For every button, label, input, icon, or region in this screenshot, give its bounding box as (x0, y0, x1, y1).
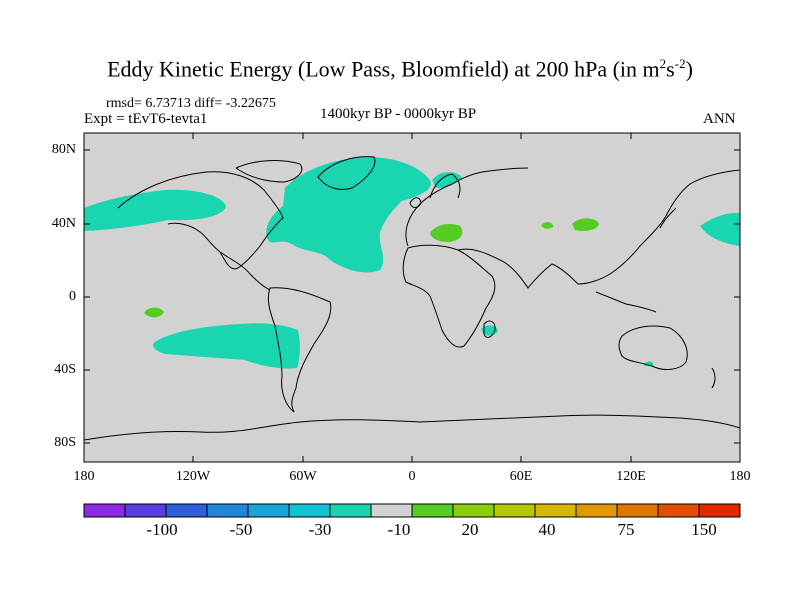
lat-label-80n: 80N (51, 142, 76, 157)
chart-title: Eddy Kinetic Energy (Low Pass, Bloomfiel… (107, 56, 693, 82)
colorbar-label: 150 (691, 520, 717, 539)
tibet-anomaly (572, 218, 599, 231)
europe-coast (405, 167, 529, 247)
lon-ticks (83, 133, 741, 462)
asia-coast (457, 169, 741, 289)
negative-anomaly-regions (84, 157, 740, 369)
madagascar-coast (483, 320, 496, 338)
colorbar-label: -30 (308, 520, 332, 539)
positive-anomaly-regions (144, 218, 599, 318)
canadian-arctic-coast (235, 160, 303, 183)
lat-label-40n: 40N (51, 216, 76, 231)
lat-ticks (84, 149, 740, 444)
lon-label-120w: 120W (175, 469, 211, 484)
lon-label-60w: 60W (289, 469, 317, 484)
colorbar-label: 75 (617, 520, 635, 539)
colorbar-swatch (247, 503, 290, 518)
tropical-pacific-anomaly (144, 307, 164, 318)
west-north-pacific-anomaly (700, 212, 740, 246)
lon-label-60e: 60E (509, 469, 533, 484)
australia-coast (618, 325, 688, 370)
colorbar-swatch (370, 503, 413, 518)
japan-coast (659, 207, 677, 229)
antarctica-coast (83, 414, 741, 441)
southeast-asia-islands (595, 291, 657, 313)
colorbar-swatch (616, 503, 659, 518)
north-america-coast (117, 171, 284, 270)
lon-label-180w: 180 (73, 469, 95, 484)
british-isles-coast (409, 197, 422, 208)
central-america-coast (219, 251, 271, 291)
experiment-label: Expt = tEvT6-tevta1 (84, 111, 208, 127)
south-pacific-anomaly (153, 323, 300, 369)
greenland-coast (317, 156, 376, 191)
central-asia-anomaly (541, 222, 554, 229)
stats-text: rmsd= 6.73713 diff= -3.22675 (106, 96, 276, 111)
colorbar-swatch (698, 503, 741, 518)
lat-label-80s: 80S (54, 435, 76, 450)
coastlines (83, 156, 741, 441)
colorbar-swatch (493, 503, 536, 518)
lon-label-120e: 120E (616, 469, 646, 484)
colorbar-swatch (206, 503, 249, 518)
colorbar-label: 20 (461, 520, 479, 539)
colorbar-swatch (657, 503, 700, 518)
north-pacific-anomaly (84, 189, 226, 231)
mediterranean-anomaly (430, 224, 463, 242)
colorbar-swatch (329, 503, 372, 518)
africa-coast (402, 244, 496, 348)
south-america-coast (267, 287, 332, 413)
scandinavia-coast (429, 173, 461, 199)
colorbar-swatch (83, 503, 126, 518)
colorbar-label: -50 (229, 520, 253, 539)
colorbar-swatch (575, 503, 618, 518)
north-atlantic-anomaly (266, 157, 431, 273)
colorbar-swatch (534, 503, 577, 518)
lat-label-40s: 40S (54, 362, 76, 377)
colorbar (83, 503, 741, 518)
lon-label-0: 0 (408, 469, 416, 484)
colorbar-swatch (124, 503, 167, 518)
colorbar-label: -10 (387, 520, 411, 539)
colorbar-swatch (165, 503, 208, 518)
new-zealand-coast (711, 367, 716, 389)
period-label: 1400kyr BP - 0000kyr BP (320, 106, 477, 122)
colorbar-label: 40 (538, 520, 556, 539)
season-label: ANN (703, 111, 736, 127)
lon-label-180e: 180 (729, 469, 751, 484)
colorbar-swatch (288, 503, 331, 518)
colorbar-swatch (411, 503, 454, 518)
colorbar-swatch (452, 503, 495, 518)
lat-label-0: 0 (69, 289, 76, 304)
colorbar-label: -100 (146, 520, 178, 539)
